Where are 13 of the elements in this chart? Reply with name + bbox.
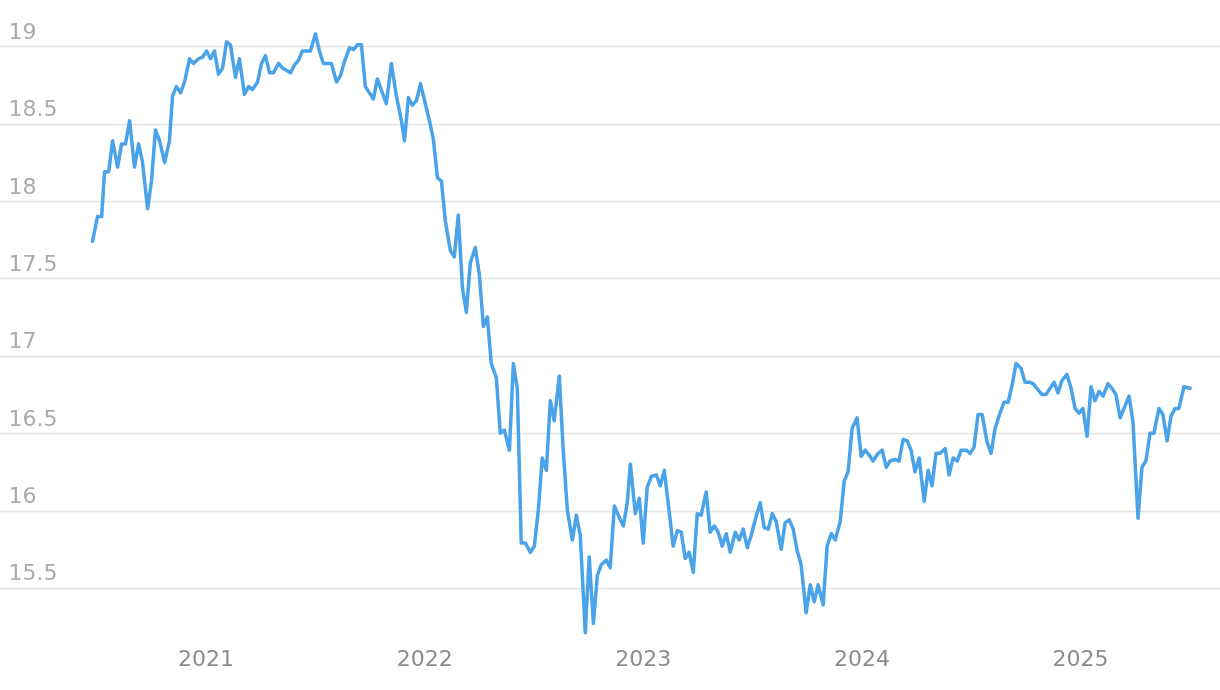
y-tick-label: 17 <box>8 328 37 354</box>
y-tick-label: 18.5 <box>8 96 58 122</box>
x-tick-label: 2024 <box>833 645 890 671</box>
x-tick-label: 2025 <box>1052 645 1109 671</box>
y-tick-label: 17.5 <box>8 250 58 276</box>
x-tick-label: 2023 <box>615 645 672 671</box>
y-tick-label: 19 <box>8 18 37 44</box>
x-tick-label: 2022 <box>396 645 453 671</box>
y-tick-label: 15.5 <box>8 560 58 586</box>
y-tick-label: 16 <box>8 483 37 509</box>
x-tick-label: 2021 <box>178 645 235 671</box>
y-tick-label: 16.5 <box>8 405 58 431</box>
y-tick-label: 18 <box>8 173 37 199</box>
